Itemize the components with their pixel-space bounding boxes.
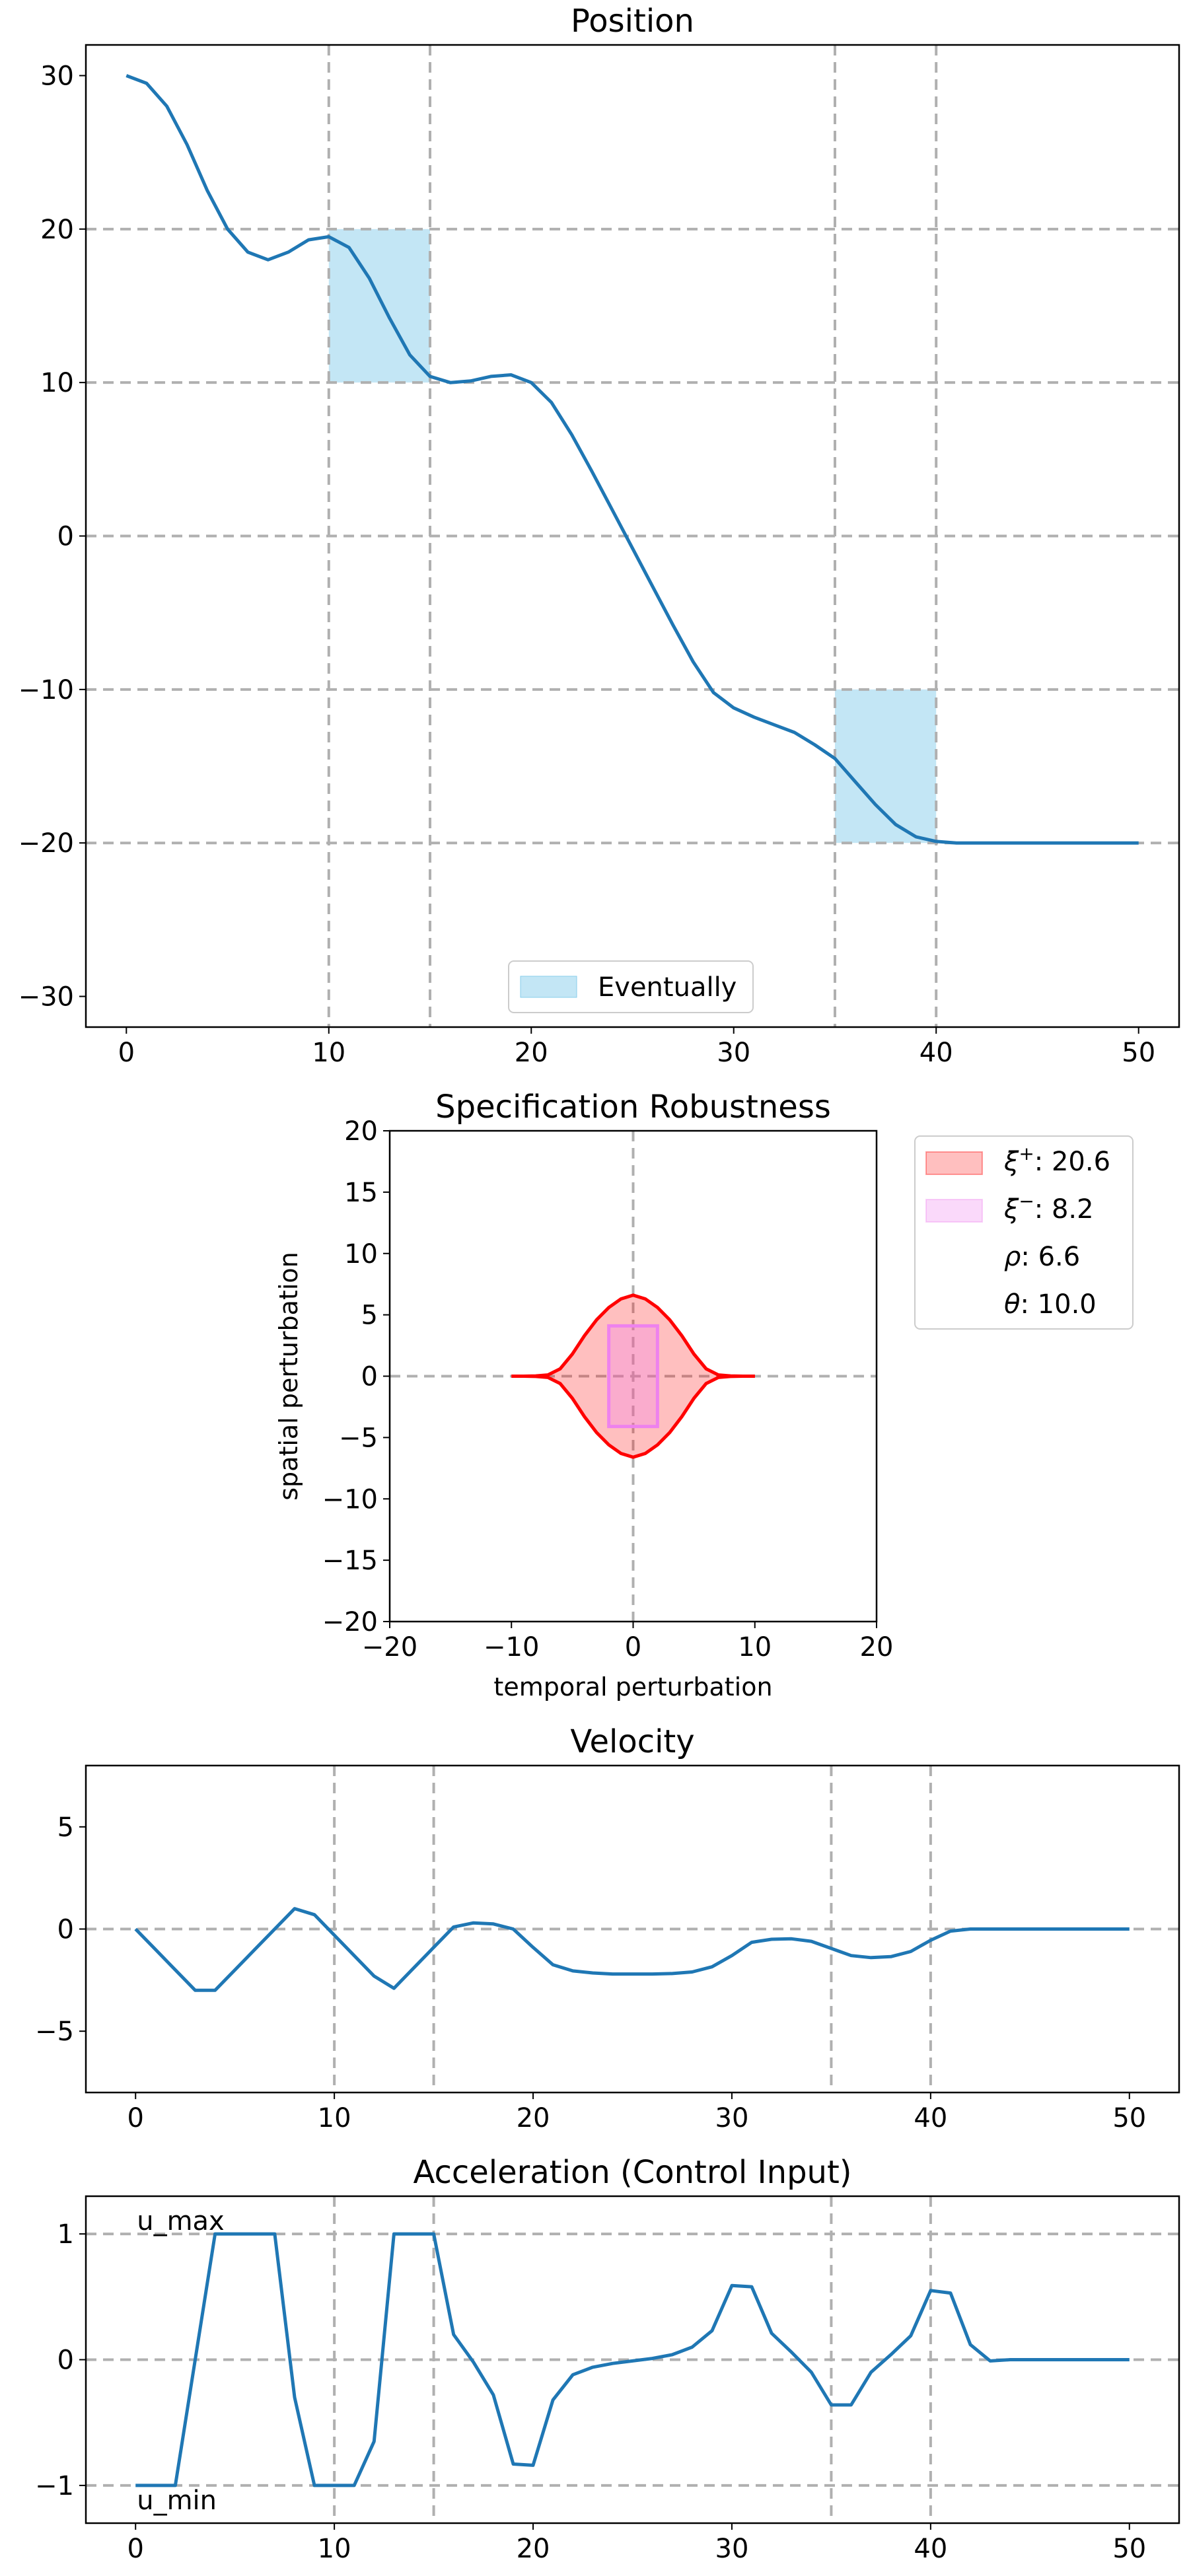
robustness-xlabel: temporal perturbation <box>493 1672 772 1701</box>
velocity-xtick-label: 10 <box>318 2103 351 2133</box>
legend-swatch-eventually <box>520 976 577 998</box>
velocity-line <box>134 1907 1130 1992</box>
velocity-ytick-label: 0 <box>57 1915 74 1945</box>
position-chart: Position 0 10 20 30 40 50 30 20 10 0 −10 −20 −30 Event… <box>18 3 1180 1068</box>
velocity-ytick-label: 5 <box>57 1812 74 1843</box>
velocity-xtick-label: 0 <box>127 2103 144 2133</box>
position-ytick-label: −10 <box>18 675 74 705</box>
robustness-ytick-label: 5 <box>361 1301 378 1331</box>
robustness-axes-frame <box>388 1129 878 1623</box>
position-legend: Eventually <box>508 960 754 1013</box>
legend-swatch <box>925 1151 983 1175</box>
legend-symbol: ρ <box>1004 1242 1021 1272</box>
acceleration-xtick-label: 40 <box>914 2534 947 2564</box>
legend-superscript: + <box>1019 1143 1034 1164</box>
legend-value: : 10.0 <box>1020 1289 1096 1320</box>
position-xtick-label: 20 <box>515 1038 548 1068</box>
robustness-ytick-label: 20 <box>344 1116 378 1147</box>
acceleration-xtick-label: 30 <box>715 2534 749 2564</box>
acceleration-xtick-label: 50 <box>1112 2534 1146 2564</box>
position-axes-frame <box>85 44 1180 1028</box>
robustness-ytick-label: 15 <box>344 1178 378 1208</box>
position-ytick-label: −20 <box>18 828 74 859</box>
robustness-ytick-label: −20 <box>322 1607 378 1637</box>
robustness-legend: ξ+: 20.6ξ−: 8.2ρ: 6.6θ: 10.0 <box>914 1135 1134 1330</box>
u-max-annotation: u_max <box>137 2206 225 2236</box>
robustness-chart: Specification Robustness −20 −10 0 10 20 20 15 1… <box>274 1089 893 1701</box>
velocity-axes-frame <box>85 1764 1180 2094</box>
acceleration-xtick-label: 20 <box>517 2534 550 2564</box>
xi-minus-region <box>607 1324 659 1429</box>
acceleration-axes-frame <box>85 2195 1180 2524</box>
acceleration-xtick-label: 10 <box>318 2534 351 2564</box>
acceleration-line <box>135 2232 1130 2487</box>
xi-plus-region <box>511 1295 755 1458</box>
acceleration-title: Acceleration (Control Input) <box>413 2154 851 2191</box>
velocity-xtick-label: 50 <box>1112 2103 1146 2133</box>
legend-label: ξ+: 20.6 <box>1003 1143 1110 1178</box>
legend-symbol: ξ <box>1003 1194 1019 1225</box>
legend-value: : 6.6 <box>1021 1242 1080 1272</box>
position-ytick-label: 0 <box>57 522 74 552</box>
velocity-xtick-label: 20 <box>517 2103 550 2133</box>
robustness-ytick-label: 0 <box>361 1362 378 1392</box>
position-xtick-label: 30 <box>717 1038 750 1068</box>
eventually-region <box>834 689 937 843</box>
acceleration-ytick-label: −1 <box>35 2471 74 2501</box>
robustness-xtick-label: 0 <box>625 1632 641 1663</box>
velocity-title: Velocity <box>570 1723 694 1760</box>
position-ytick-label: 20 <box>40 215 74 245</box>
acceleration-chart: Acceleration (Control Input)0 10 20 30 40 501… <box>35 2154 1180 2564</box>
u-min-annotation: u_min <box>137 2486 217 2516</box>
legend-label: ρ: 6.6 <box>1004 1242 1080 1272</box>
position-title: Position <box>571 3 694 40</box>
robustness-ylabel: spatial perturbation <box>274 1252 303 1501</box>
xi-plus-upper-boundary <box>511 1293 755 1378</box>
legend-swatch <box>925 1199 983 1223</box>
position-ytick-label: −30 <box>18 982 74 1013</box>
position-xtick-label: 40 <box>919 1038 953 1068</box>
legend-label-eventually: Eventually <box>598 972 737 1003</box>
legend-symbol: θ <box>1004 1289 1020 1320</box>
robustness-ytick-label: −5 <box>339 1423 378 1453</box>
legend-symbol: ξ <box>1003 1147 1019 1177</box>
legend-value: : 8.2 <box>1034 1194 1094 1225</box>
position-ytick-label: 10 <box>40 368 74 398</box>
position-ytick-label: 30 <box>40 61 74 91</box>
robustness-xtick-label: 10 <box>738 1632 772 1663</box>
legend-value: : 20.6 <box>1034 1147 1110 1177</box>
velocity-xtick-label: 40 <box>914 2103 947 2133</box>
legend-box <box>914 1135 1134 1330</box>
position-xtick-label: 10 <box>312 1038 345 1068</box>
velocity-ytick-label: −5 <box>35 2017 74 2047</box>
legend-box <box>508 960 754 1013</box>
acceleration-xtick-label: 0 <box>127 2534 144 2564</box>
legend-label: θ: 10.0 <box>1004 1289 1097 1320</box>
robustness-title: Specification Robustness <box>435 1089 831 1126</box>
robustness-xtick-label: −20 <box>362 1632 417 1663</box>
legend-superscript: − <box>1019 1190 1034 1212</box>
robustness-ytick-label: −10 <box>322 1484 378 1515</box>
robustness-xtick-label: 20 <box>860 1632 894 1663</box>
robustness-xtick-label: −10 <box>484 1632 539 1663</box>
legend-label: ξ−: 8.2 <box>1003 1190 1094 1225</box>
position-line <box>126 74 1139 845</box>
acceleration-ytick-label: 1 <box>57 2219 74 2250</box>
position-xtick-label: 0 <box>118 1038 135 1068</box>
position-xtick-label: 50 <box>1122 1038 1155 1068</box>
velocity-xtick-label: 30 <box>715 2103 749 2133</box>
robustness-ytick-label: 10 <box>344 1239 378 1270</box>
robustness-ytick-label: −15 <box>322 1546 378 1576</box>
xi-plus-lower-boundary <box>511 1375 755 1459</box>
acceleration-ytick-label: 0 <box>57 2345 74 2376</box>
